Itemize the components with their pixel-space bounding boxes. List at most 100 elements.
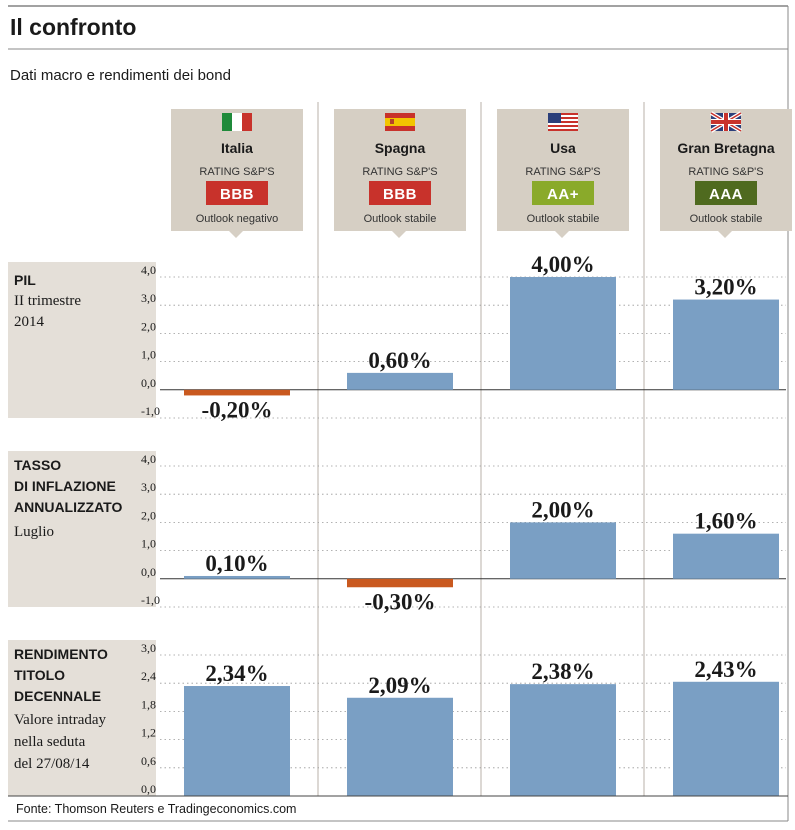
bar-gran-bretagna: [673, 299, 779, 390]
outlook-text: Outlook stabile: [364, 213, 437, 225]
y-tick-label: 3,0: [141, 641, 156, 655]
header-box: [660, 109, 792, 238]
panel-title-line: DI INFLAZIONE: [14, 478, 116, 494]
usa-flag: [548, 113, 578, 131]
panel-inflazione-label: TASSO DI INFLAZIONE ANNUALIZZATO Luglio: [8, 451, 156, 607]
panel-title-line: TITOLO: [14, 667, 65, 683]
spain-flag: [385, 113, 415, 131]
panel-title-line: TASSO: [14, 457, 61, 473]
page-title: Il confronto: [10, 14, 136, 40]
bar-gran-bretagna: [673, 533, 779, 579]
panel-box: [8, 451, 156, 607]
data-label: 2,09%: [368, 673, 431, 698]
rating-badge: [532, 181, 594, 205]
y-tick-label: 1,0: [141, 348, 156, 362]
chart-panel-0: 4,0 3,0 2,0 1,0 0,0 -1,0 -0,20% 0,60% 4,00% 3,20%: [141, 252, 786, 422]
chart-panel-2: 3,0 2,4 1,8 1,2 0,6 0,0 2,34% 2,09% 2,38% 2,43%: [141, 641, 786, 797]
data-label: 4,00%: [531, 252, 594, 277]
panel-note-line: II trimestre: [14, 293, 81, 309]
header-spagna: Spagna RATING S&P'S BBB Outlook stabile: [334, 109, 466, 238]
country-name: Spagna: [375, 140, 426, 156]
bar-spagna: [347, 578, 453, 588]
data-label: -0,30%: [365, 589, 436, 614]
rating-badge: [369, 181, 431, 205]
panel-note-line: nella seduta: [14, 734, 86, 750]
y-tick-label: 1,0: [141, 537, 156, 551]
column-separators: [317, 102, 645, 796]
rating-badge: [206, 181, 268, 205]
y-tick-label: 2,0: [141, 508, 156, 522]
data-label: 2,00%: [531, 497, 594, 522]
rating-value: AAA: [709, 186, 743, 203]
data-label: 1,60%: [694, 509, 757, 534]
panel-title-line: ANNUALIZZATO: [14, 499, 122, 515]
panel-box: [8, 262, 156, 418]
rating-label: RATING S&P'S: [525, 166, 600, 178]
header-gran-bretagna: Gran Bretagna RATING S&P'S AAA Outlook s…: [660, 109, 792, 238]
bar-spagna: [347, 697, 453, 796]
country-name: Gran Bretagna: [677, 140, 774, 156]
panel-title-line: DECENNALE: [14, 688, 101, 704]
panel-note-line: Valore intraday: [14, 712, 107, 728]
y-tick-label: -1,0: [141, 404, 160, 418]
panel-box: [8, 640, 156, 796]
outlook-text: Outlook stabile: [527, 213, 600, 225]
bar-italia: [184, 389, 290, 396]
y-tick-label: 4,0: [141, 263, 156, 277]
bar-usa: [510, 684, 616, 796]
y-tick-label: -1,0: [141, 593, 160, 607]
data-label: 2,34%: [205, 661, 268, 686]
bar-usa: [510, 522, 616, 579]
country-name: Usa: [550, 140, 576, 156]
source-note: Fonte: Thomson Reuters e Tradingeconomic…: [16, 802, 296, 816]
rating-value: BBB: [383, 186, 417, 203]
country-headers: Italia RATING S&P'S BBB Outlook negativo…: [171, 109, 792, 238]
panel-title-line: PIL: [14, 272, 36, 288]
panel-note-line: 2014: [14, 314, 45, 330]
country-name: Italia: [221, 140, 253, 156]
rating-value: BBB: [220, 186, 254, 203]
data-label: 2,43%: [694, 657, 757, 682]
rating-label: RATING S&P'S: [199, 166, 274, 178]
rating-badge: [695, 181, 757, 205]
panel-rendimento-label: RENDIMENTO TITOLO DECENNALE Valore intra…: [8, 640, 156, 796]
rating-label: RATING S&P'S: [688, 166, 763, 178]
panel-note-line: Luglio: [14, 524, 54, 540]
y-tick-label: 0,0: [141, 565, 156, 579]
rating-label: RATING S&P'S: [362, 166, 437, 178]
outlook-text: Outlook stabile: [690, 213, 763, 225]
bar-usa: [510, 277, 616, 390]
charts-layer: 4,0 3,0 2,0 1,0 0,0 -1,0 -0,20% 0,60% 4,00% 3,20%…: [141, 252, 786, 797]
y-tick-label: 0,0: [141, 782, 156, 796]
y-tick-label: 1,2: [141, 726, 156, 740]
y-tick-label: 1,8: [141, 697, 156, 711]
panel-note-line: del 27/08/14: [14, 756, 90, 772]
y-tick-label: 3,0: [141, 291, 156, 305]
data-label: 0,60%: [368, 348, 431, 373]
header-box: [497, 109, 629, 238]
page-subtitle: Dati macro e rendimenti dei bond: [10, 67, 231, 84]
bar-italia: [184, 686, 290, 796]
outlook-text: Outlook negativo: [196, 213, 279, 225]
bar-italia: [184, 575, 290, 579]
y-tick-label: 2,0: [141, 319, 156, 333]
data-label: -0,20%: [202, 397, 273, 422]
header-box: [334, 109, 466, 238]
panel-title-line: RENDIMENTO: [14, 646, 108, 662]
data-label: 3,20%: [694, 275, 757, 300]
italy-flag: [222, 113, 252, 131]
y-tick-label: 0,0: [141, 376, 156, 390]
data-label: 0,10%: [205, 551, 268, 576]
bar-gran-bretagna: [673, 681, 779, 796]
data-label: 2,38%: [531, 659, 594, 684]
y-tick-label: 3,0: [141, 480, 156, 494]
rating-value: AA+: [547, 186, 579, 203]
bar-spagna: [347, 372, 453, 390]
panel-pil-label: PIL II trimestre 2014: [8, 262, 156, 418]
header-box: [171, 109, 303, 238]
chart-panel-1: 4,0 3,0 2,0 1,0 0,0 -1,0 0,10% -0,30% 2,00% 1,60%: [141, 452, 786, 614]
uk-flag: [709, 111, 743, 133]
header-italia: Italia RATING S&P'S BBB Outlook negativo: [171, 109, 303, 238]
